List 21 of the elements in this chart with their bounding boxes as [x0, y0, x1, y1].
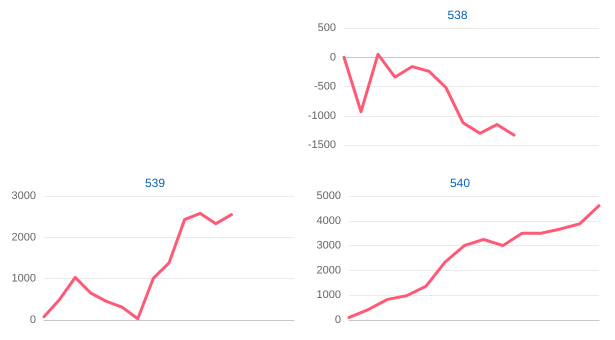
y-tick-label: 0: [30, 314, 36, 326]
y-tick-label: 0: [334, 314, 341, 326]
y-tick-label: 0: [330, 51, 336, 64]
y-tick-label: 2000: [316, 264, 341, 276]
chart-title: 540: [450, 176, 470, 190]
chart-title: 539: [144, 176, 166, 190]
y-tick-label: 1000: [316, 289, 341, 302]
y-tick-label: -1500: [308, 139, 336, 151]
line-series: [42, 212, 233, 320]
y-tick-label: 4000: [316, 214, 341, 227]
chart-title: 538: [447, 8, 468, 22]
y-tick-label: 2000: [12, 231, 36, 244]
y-tick-label: 5000: [316, 190, 341, 202]
y-tick-label: -1000: [308, 110, 336, 122]
y-tick-label: 3000: [12, 190, 36, 202]
line-series: [342, 52, 516, 137]
y-tick-label: 500: [318, 22, 336, 34]
y-tick-label: -500: [314, 80, 336, 92]
line-series: [348, 204, 600, 320]
y-tick-label: 3000: [316, 240, 341, 252]
y-tick-label: 1000: [12, 272, 36, 285]
